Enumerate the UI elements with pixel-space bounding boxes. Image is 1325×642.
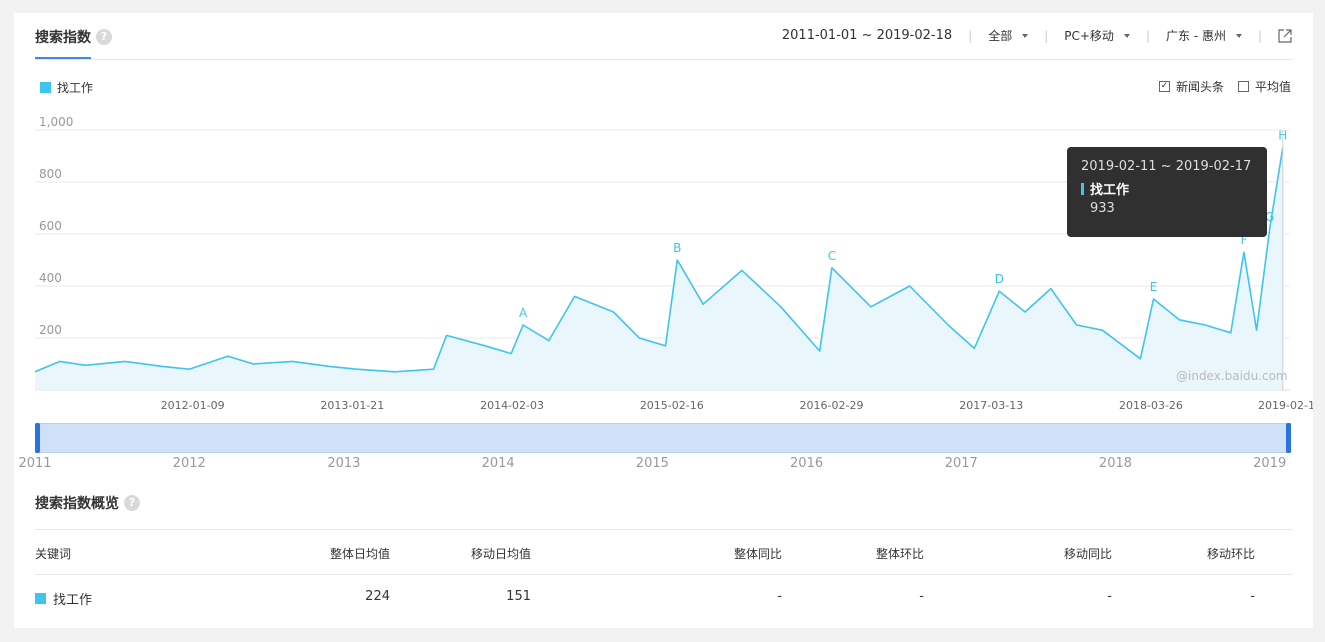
- location-dropdown-label: 广东 - 惠州: [1165, 29, 1226, 43]
- tab-search-index[interactable]: 搜索指数 ?: [35, 27, 112, 47]
- column-header: 移动日均值: [470, 547, 531, 561]
- slider-year-label: 2018: [1098, 456, 1133, 471]
- help-icon[interactable]: ?: [124, 495, 140, 511]
- y-tick-label: 1,000: [39, 115, 73, 129]
- legend-label: 找工作: [57, 81, 94, 95]
- scope-dropdown-label: 全部: [988, 29, 1013, 43]
- search-index-card: 搜索指数 ? 2011-01-01 ~ 2019-02-18 | 全部 | PC…: [14, 13, 1313, 628]
- range-slider[interactable]: [35, 423, 1291, 453]
- keyword-label: 找工作: [53, 593, 93, 608]
- mobile-yoy-cell: -: [1107, 589, 1112, 604]
- y-tick-label: 600: [39, 219, 62, 233]
- slider-year-label: 2011: [18, 456, 52, 471]
- external-link-icon[interactable]: [1278, 28, 1292, 43]
- divider: |: [1257, 28, 1262, 43]
- slider-year-label: 2016: [790, 456, 824, 471]
- slider-year-label: 2013: [327, 456, 361, 471]
- tab-title-label: 搜索指数: [35, 30, 91, 46]
- caret-down-icon: [1123, 33, 1130, 38]
- column-header: 整体日均值: [329, 547, 390, 561]
- y-tick-label: 400: [39, 271, 62, 285]
- news-annotation-marker: F: [1240, 233, 1247, 247]
- tooltip-series-name: 找工作: [1090, 183, 1130, 198]
- series-area: [35, 147, 1283, 390]
- divider: |: [968, 28, 973, 43]
- overview-title-label: 搜索指数概览: [35, 496, 119, 512]
- overview-table: 关键词 整体日均值 移动日均值 整体同比 整体环比 移动同比 移动环比 找工作 …: [35, 529, 1292, 620]
- slider-year-labels: 2011 2012 2013 2014 2015 2016 2017 2018 2019: [14, 456, 1313, 472]
- trend-chart[interactable]: 200 400 600 800 1,000 2012-01-09 2013-01-21 201…: [14, 113, 1313, 413]
- y-tick-label: 200: [39, 323, 62, 337]
- mobile-avg-cell: 151: [506, 589, 531, 604]
- caret-down-icon: [1235, 33, 1242, 38]
- divider: |: [1044, 28, 1049, 43]
- news-annotation-marker: D: [995, 272, 1004, 286]
- column-header: 关键词: [35, 547, 72, 561]
- news-annotation-marker: C: [828, 249, 836, 263]
- slider-year-label: 2015: [635, 456, 669, 471]
- x-tick-label: 2015-02-16: [640, 399, 704, 412]
- column-header: 移动环比: [1206, 547, 1255, 561]
- column-header: 整体环比: [875, 547, 924, 561]
- mobile-mom-cell: -: [1250, 589, 1255, 604]
- slider-year-label: 2019: [1253, 456, 1287, 471]
- x-tick-label: 2012-01-09: [161, 399, 225, 412]
- series-line: [34, 147, 1284, 373]
- x-tick-label: 2018-03-26: [1119, 399, 1183, 412]
- x-tick-label: 2014-02-03: [480, 399, 544, 412]
- overall-mom-cell: -: [919, 589, 924, 604]
- average-toggle[interactable]: 平均值: [1237, 78, 1291, 95]
- news-checkbox[interactable]: ✓: [1158, 81, 1170, 92]
- table-row: 找工作 224 151 - - - -: [35, 575, 1292, 620]
- tooltip-value: 933: [1090, 201, 1115, 216]
- device-dropdown-label: PC+移动: [1064, 29, 1114, 43]
- average-label: 平均值: [1254, 80, 1291, 94]
- tab-active-underline: [35, 57, 91, 59]
- chart-options: ✓ 新闻头条 平均值: [1145, 78, 1291, 95]
- table-header: 关键词 整体日均值 移动日均值 整体同比 整体环比 移动同比 移动环比: [35, 530, 1292, 575]
- keyword-swatch: [35, 593, 46, 604]
- overall-avg-cell: 224: [365, 589, 390, 604]
- x-tick-label: 2017-03-13: [959, 399, 1023, 412]
- divider: |: [1145, 28, 1150, 43]
- x-tick-label: 2013-01-21: [320, 399, 384, 412]
- slider-year-label: 2012: [172, 456, 206, 471]
- filter-bar: 2011-01-01 ~ 2019-02-18 | 全部 | PC+移动 | 广…: [782, 27, 1292, 44]
- tooltip-series: 找工作: [1081, 179, 1253, 198]
- overview-title: 搜索指数概览 ?: [35, 493, 140, 513]
- x-tick-label: 2019-02-18: [1258, 399, 1313, 412]
- news-annotation-marker: E: [1150, 280, 1158, 294]
- range-slider-end-handle[interactable]: [1286, 423, 1291, 453]
- slider-year-label: 2017: [944, 456, 978, 471]
- x-tick-label: 2016-02-29: [800, 399, 864, 412]
- range-slider-start-handle[interactable]: [35, 423, 40, 453]
- watermark: @index.baidu.com: [1176, 369, 1288, 383]
- slider-year-label: 2014: [481, 456, 515, 471]
- legend-swatch: [40, 82, 51, 93]
- tooltip-date: 2019-02-11 ~ 2019-02-17: [1081, 159, 1252, 174]
- chart-legend[interactable]: 找工作: [40, 79, 93, 96]
- news-annotation-marker: A: [519, 306, 528, 320]
- average-checkbox[interactable]: [1237, 81, 1249, 92]
- card-header: 搜索指数 ? 2011-01-01 ~ 2019-02-18 | 全部 | PC…: [35, 13, 1292, 60]
- date-range-picker[interactable]: 2011-01-01 ~ 2019-02-18: [781, 28, 953, 43]
- news-annotation-marker: B: [673, 241, 681, 255]
- news-toggle[interactable]: ✓ 新闻头条: [1158, 78, 1224, 95]
- column-header: 移动同比: [1063, 547, 1112, 561]
- chart-tooltip: 2019-02-11 ~ 2019-02-17 找工作 933: [1067, 147, 1267, 237]
- y-tick-label: 800: [39, 167, 62, 181]
- keyword-cell: 找工作: [35, 589, 92, 608]
- location-dropdown[interactable]: 广东 - 惠州: [1166, 27, 1242, 44]
- overall-yoy-cell: -: [777, 589, 782, 604]
- news-annotation-marker: G: [1265, 210, 1274, 224]
- column-header: 整体同比: [733, 547, 782, 561]
- tooltip-series-marker: [1081, 182, 1084, 195]
- caret-down-icon: [1022, 33, 1029, 38]
- device-dropdown[interactable]: PC+移动: [1064, 27, 1130, 44]
- scope-dropdown[interactable]: 全部: [988, 27, 1029, 44]
- help-icon[interactable]: ?: [96, 29, 112, 45]
- news-label: 新闻头条: [1175, 80, 1224, 94]
